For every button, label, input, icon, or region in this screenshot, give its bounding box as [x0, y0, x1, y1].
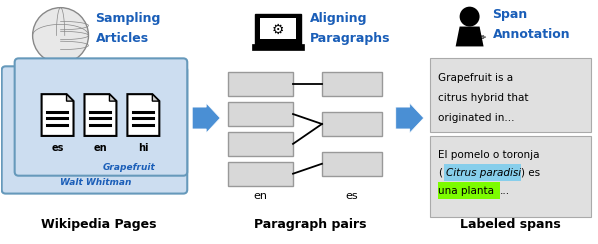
Text: Articles: Articles: [96, 32, 148, 45]
Text: Citrus paradisi: Citrus paradisi: [446, 168, 521, 178]
Text: una planta: una planta: [438, 186, 494, 196]
Polygon shape: [127, 94, 159, 136]
FancyBboxPatch shape: [430, 136, 591, 217]
FancyBboxPatch shape: [430, 58, 591, 132]
Text: Wikipedia Pages: Wikipedia Pages: [41, 218, 156, 231]
FancyBboxPatch shape: [228, 132, 293, 156]
Polygon shape: [66, 94, 74, 101]
Polygon shape: [84, 94, 117, 136]
Text: Paragraph pairs: Paragraph pairs: [254, 218, 366, 231]
FancyBboxPatch shape: [228, 162, 293, 186]
FancyBboxPatch shape: [252, 44, 304, 51]
Text: hi: hi: [138, 143, 149, 153]
Text: es: es: [51, 143, 64, 153]
Text: ...: ...: [499, 186, 509, 196]
FancyBboxPatch shape: [322, 112, 382, 136]
Text: Labeled spans: Labeled spans: [460, 218, 561, 231]
Text: es: es: [346, 191, 358, 201]
Text: Annotation: Annotation: [493, 28, 570, 41]
Text: Paragraphs: Paragraphs: [310, 32, 390, 45]
FancyBboxPatch shape: [255, 14, 301, 45]
FancyBboxPatch shape: [228, 72, 293, 96]
Polygon shape: [42, 94, 74, 136]
FancyBboxPatch shape: [322, 72, 382, 96]
Polygon shape: [152, 94, 159, 101]
Text: Sampling: Sampling: [96, 12, 161, 25]
Circle shape: [460, 7, 480, 27]
Text: Grapefruit: Grapefruit: [103, 163, 155, 172]
FancyBboxPatch shape: [444, 164, 521, 181]
FancyBboxPatch shape: [260, 18, 296, 40]
Polygon shape: [109, 94, 117, 101]
Text: en: en: [94, 143, 107, 153]
Text: El pomelo o toronja: El pomelo o toronja: [438, 150, 539, 160]
Text: ✏: ✏: [477, 33, 486, 43]
Polygon shape: [456, 27, 484, 46]
FancyBboxPatch shape: [322, 152, 382, 176]
FancyArrow shape: [396, 103, 424, 133]
Text: citrus hybrid that: citrus hybrid that: [438, 93, 528, 103]
Text: originated in...: originated in...: [438, 113, 514, 123]
Text: (: (: [438, 168, 442, 178]
Text: en: en: [254, 191, 267, 201]
FancyBboxPatch shape: [438, 182, 499, 199]
FancyBboxPatch shape: [2, 66, 187, 193]
FancyBboxPatch shape: [15, 58, 187, 176]
Text: Span: Span: [493, 8, 528, 21]
FancyArrow shape: [192, 103, 220, 133]
Text: Walt Whitman: Walt Whitman: [60, 178, 131, 187]
Text: Grapefruit is a: Grapefruit is a: [438, 73, 513, 83]
Text: Aligning: Aligning: [310, 12, 368, 25]
Circle shape: [33, 8, 89, 63]
Text: ) es: ) es: [521, 168, 541, 178]
Text: ⚙: ⚙: [272, 22, 284, 37]
FancyBboxPatch shape: [228, 102, 293, 126]
